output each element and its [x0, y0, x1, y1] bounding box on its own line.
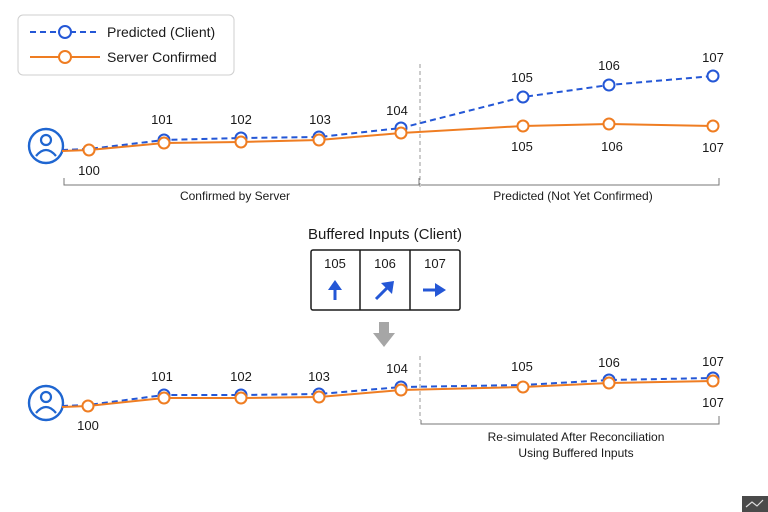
top-tick-104: 104: [386, 103, 408, 118]
confirmed-point-bottom-100: [81, 399, 95, 413]
predicted-section-bracket: [421, 178, 720, 186]
top-tick-105-predicted: 105: [511, 70, 533, 85]
bottom-tick-104: 104: [386, 361, 408, 376]
legend-predicted-swatch: [30, 25, 100, 39]
legend-confirmed-label: Server Confirmed: [107, 49, 217, 65]
predicted-series-line-bottom: [61, 377, 714, 407]
predicted-point-106: [602, 78, 616, 92]
confirmed-point-102: [234, 135, 248, 149]
legend-predicted-label: Predicted (Client): [107, 24, 215, 40]
bottom-tick-103: 103: [308, 369, 330, 384]
bottom-tick-106: 106: [598, 355, 620, 370]
down-arrow-icon: [373, 322, 395, 347]
confirmed-point-bottom-102: [234, 391, 248, 405]
right-arrow-icon: [423, 283, 446, 297]
confirmed-point-101: [157, 136, 171, 150]
corner-glyph-icon: [742, 496, 768, 512]
legend: Predicted (Client) Server Confirmed: [17, 14, 235, 76]
confirmed-section-label: Confirmed by Server: [180, 189, 290, 203]
confirmed-point-bottom-105: [516, 380, 530, 394]
top-tick-107-predicted: 107: [702, 50, 724, 65]
top-tick-107-confirmed: 107: [702, 140, 724, 155]
top-tick-106-confirmed: 106: [601, 139, 623, 154]
predicted-point-105: [516, 90, 530, 104]
top-tick-103: 103: [309, 112, 331, 127]
bottom-tick-107-upper: 107: [702, 354, 724, 369]
confirmed-point-104: [394, 126, 408, 140]
legend-box: [17, 14, 235, 76]
confirmed-point-106: [602, 117, 616, 131]
confirmed-point-bottom-106: [602, 376, 616, 390]
confirmed-point-103: [312, 133, 326, 147]
predicted-point-107: [706, 69, 720, 83]
buffer-cell-tick-107: 107: [424, 256, 446, 271]
buffered-inputs-title: Buffered Inputs (Client): [308, 226, 462, 243]
confirmed-point-bottom-107: [706, 374, 720, 388]
up-right-arrow-icon: [374, 281, 394, 301]
buffered-inputs: Buffered Inputs (Client) 105 106 107: [308, 226, 462, 311]
bottom-tick-100: 100: [77, 418, 99, 433]
confirmed-point-105: [516, 119, 530, 133]
confirmed-section-bracket: [63, 178, 420, 186]
resim-label-line2: Using Buffered Inputs: [518, 446, 633, 460]
user-avatar-icon: [27, 127, 65, 165]
top-tick-105-confirmed: 105: [511, 139, 533, 154]
bottom-tick-105: 105: [511, 359, 533, 374]
top-tick-102: 102: [230, 112, 252, 127]
buffer-cell-tick-105: 105: [324, 256, 346, 271]
resim-label-line1: Re-simulated After Reconciliation: [488, 430, 665, 444]
confirmed-point-bottom-104: [394, 383, 408, 397]
buffer-cell-tick-106: 106: [374, 256, 396, 271]
confirmed-point-bottom-103: [312, 390, 326, 404]
legend-confirmed-swatch: [30, 50, 100, 64]
confirmed-point-bottom-101: [157, 391, 171, 405]
buffered-inputs-box: [310, 249, 461, 311]
user-avatar-icon-bottom: [27, 384, 65, 422]
bottom-timeline: 100 101 102 103 104 105 106 107 107 Re-s…: [27, 354, 724, 460]
top-tick-106-predicted: 106: [598, 58, 620, 73]
predicted-section-label: Predicted (Not Yet Confirmed): [493, 189, 652, 203]
bottom-tick-107-lower: 107: [702, 395, 724, 410]
top-timeline: 100 101 102 103 104 105 106 107 105 106 …: [27, 50, 724, 203]
bottom-tick-102: 102: [230, 369, 252, 384]
bottom-tick-101: 101: [151, 369, 173, 384]
confirmed-point-107: [706, 119, 720, 133]
resim-section-bracket: [420, 416, 720, 425]
up-arrow-icon: [328, 280, 342, 300]
predicted-series-line: [61, 75, 714, 151]
confirmed-point-100: [82, 143, 96, 157]
top-tick-101: 101: [151, 112, 173, 127]
top-tick-100: 100: [78, 163, 100, 178]
